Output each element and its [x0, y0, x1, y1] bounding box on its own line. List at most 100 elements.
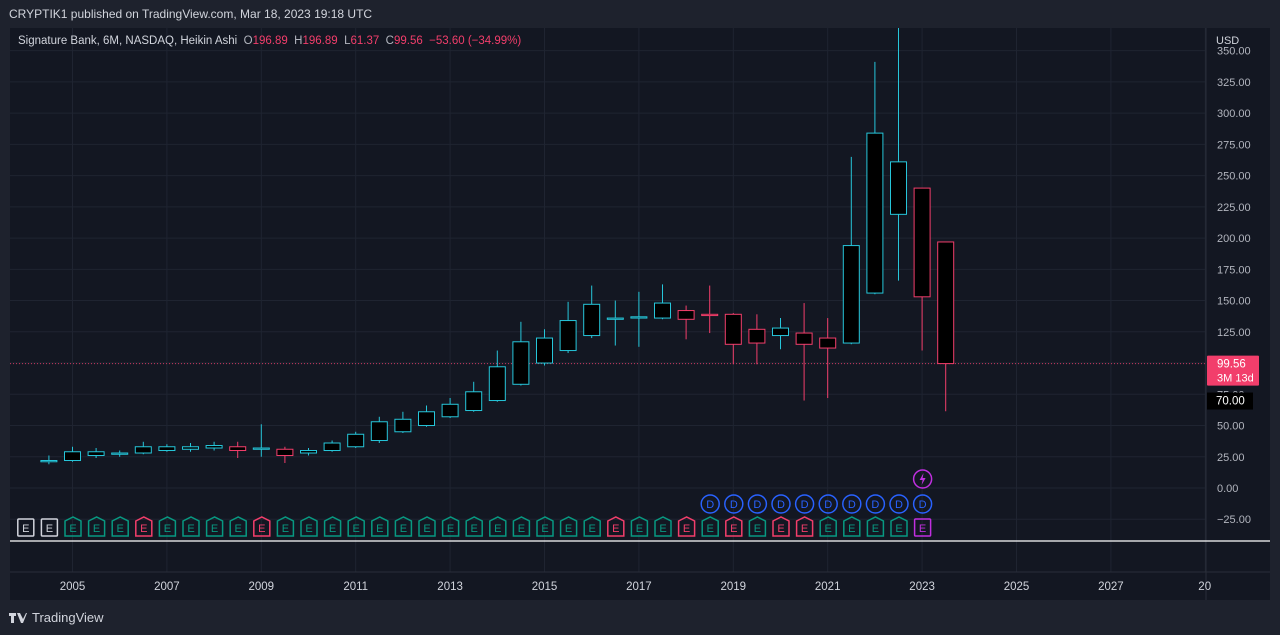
candle	[583, 285, 601, 339]
earnings-pentagon	[677, 516, 696, 537]
earnings-marker: E	[418, 516, 436, 537]
dividend-label: D	[753, 499, 761, 511]
earnings-pentagon	[394, 516, 413, 537]
earnings-marker: E	[441, 516, 460, 537]
earnings-marker: E	[64, 516, 82, 537]
earnings-pentagon	[371, 516, 389, 537]
earnings-label: E	[777, 523, 784, 535]
candle-body	[182, 446, 199, 450]
earnings-label: E	[659, 523, 666, 535]
legend-open-value: 196.89	[252, 35, 288, 47]
price-tick-label: 325.00	[1217, 77, 1251, 89]
legend-open-label: O	[243, 35, 253, 47]
publish-header: CRYPTIK1 published on TradingView.com, M…	[0, 0, 1280, 28]
candle-body	[724, 313, 742, 345]
time-tick-label: 2015	[532, 581, 558, 593]
earnings-label: E	[801, 523, 808, 535]
price-tick-label: 50.00	[1217, 421, 1245, 433]
time-tick-label: 20	[1198, 581, 1211, 593]
earnings-label: E	[69, 523, 76, 535]
dividend-circle	[700, 494, 720, 514]
candlestick-chart[interactable]: E E E E E E E E E E E E E E E E E E E E E E E E E E E E E E E E E E E E E E ED…	[10, 28, 1270, 600]
dividend-circle	[912, 494, 933, 514]
candle	[347, 431, 365, 449]
earnings-marker: E	[40, 518, 59, 537]
earnings-label: E	[329, 523, 336, 535]
earnings-label: E	[518, 523, 525, 535]
time-tick-label: 2009	[249, 581, 275, 593]
last-price-bg	[1207, 355, 1259, 386]
earnings-pentagon	[158, 516, 177, 537]
chart-legend: Signature Bank, 6M, NASDAQ, Heikin Ashi …	[18, 35, 521, 47]
currency-label: USD	[1216, 35, 1239, 47]
candle-body	[252, 447, 270, 450]
candle	[276, 446, 294, 464]
dividend-circle	[842, 494, 862, 514]
earnings-marker: E	[819, 516, 837, 537]
dividend-marker: D	[912, 494, 933, 514]
price-tick-label: 150.00	[1217, 296, 1251, 308]
candle-body	[654, 302, 671, 319]
tradingview-logo[interactable]: TradingView	[9, 610, 104, 625]
earnings-label: E	[872, 523, 879, 535]
candle	[134, 441, 152, 455]
candle	[937, 241, 955, 412]
earnings-marker: E	[772, 516, 790, 537]
dividend-marker: D	[865, 494, 886, 514]
earnings-marker: E	[394, 516, 413, 537]
earnings-label: E	[235, 523, 242, 535]
earnings-label: E	[376, 523, 383, 535]
legend-close-value: 99.56	[393, 35, 423, 47]
price-tick-label: 350.00	[1217, 46, 1251, 58]
footer: TradingView	[0, 600, 1280, 635]
earnings-marker: E	[371, 516, 389, 537]
candle	[913, 187, 931, 351]
earnings-label: E	[117, 523, 124, 535]
earnings-pentagon	[276, 516, 295, 537]
candle-body	[300, 450, 317, 454]
candle	[512, 321, 530, 386]
earnings-label: E	[730, 523, 737, 535]
candle	[441, 398, 459, 419]
candle-body	[795, 332, 813, 345]
candle	[418, 405, 435, 427]
candle-body	[937, 241, 955, 365]
candle-body	[229, 446, 247, 452]
candle	[465, 381, 483, 412]
earnings-marker: E	[607, 516, 625, 537]
earnings-label: E	[848, 523, 855, 535]
candle-body	[87, 451, 105, 457]
candle-body	[488, 366, 506, 402]
earnings-marker: E	[229, 516, 247, 537]
candle	[654, 284, 671, 320]
split-circle	[912, 469, 933, 489]
legend-change: −53.60 (−34.99%)	[429, 35, 522, 47]
earnings-marker: E	[866, 516, 885, 537]
dividend-label: D	[801, 499, 809, 511]
legend-symbol: Signature Bank, 6M, NASDAQ, Heikin Ashi	[18, 35, 238, 47]
candle-body	[134, 446, 152, 454]
price-axis: USD−25.000.0025.0050.0075.00100.00125.00…	[1207, 35, 1259, 526]
earnings-marker: E	[300, 516, 318, 537]
price-tick-label: 25.00	[1217, 452, 1245, 464]
earnings-pentagon	[205, 516, 224, 537]
earnings-marker: E	[795, 516, 814, 537]
earnings-marker: E	[630, 516, 649, 537]
earnings-label: E	[258, 523, 265, 535]
candle	[559, 301, 577, 354]
earnings-label: E	[471, 523, 478, 535]
candle-body	[677, 310, 695, 320]
earnings-pentagon	[583, 516, 601, 537]
earnings-marker: E	[135, 516, 153, 537]
candle	[701, 285, 719, 334]
candle	[630, 291, 648, 347]
candle-body	[819, 337, 837, 349]
dividend-label: D	[706, 499, 714, 511]
earnings-marker: E	[536, 516, 554, 537]
earnings-marker: E	[17, 518, 35, 537]
earnings-label: E	[754, 523, 761, 535]
candle	[536, 329, 553, 366]
dividend-marker: D	[700, 494, 720, 514]
earnings-pentagon	[441, 516, 460, 537]
